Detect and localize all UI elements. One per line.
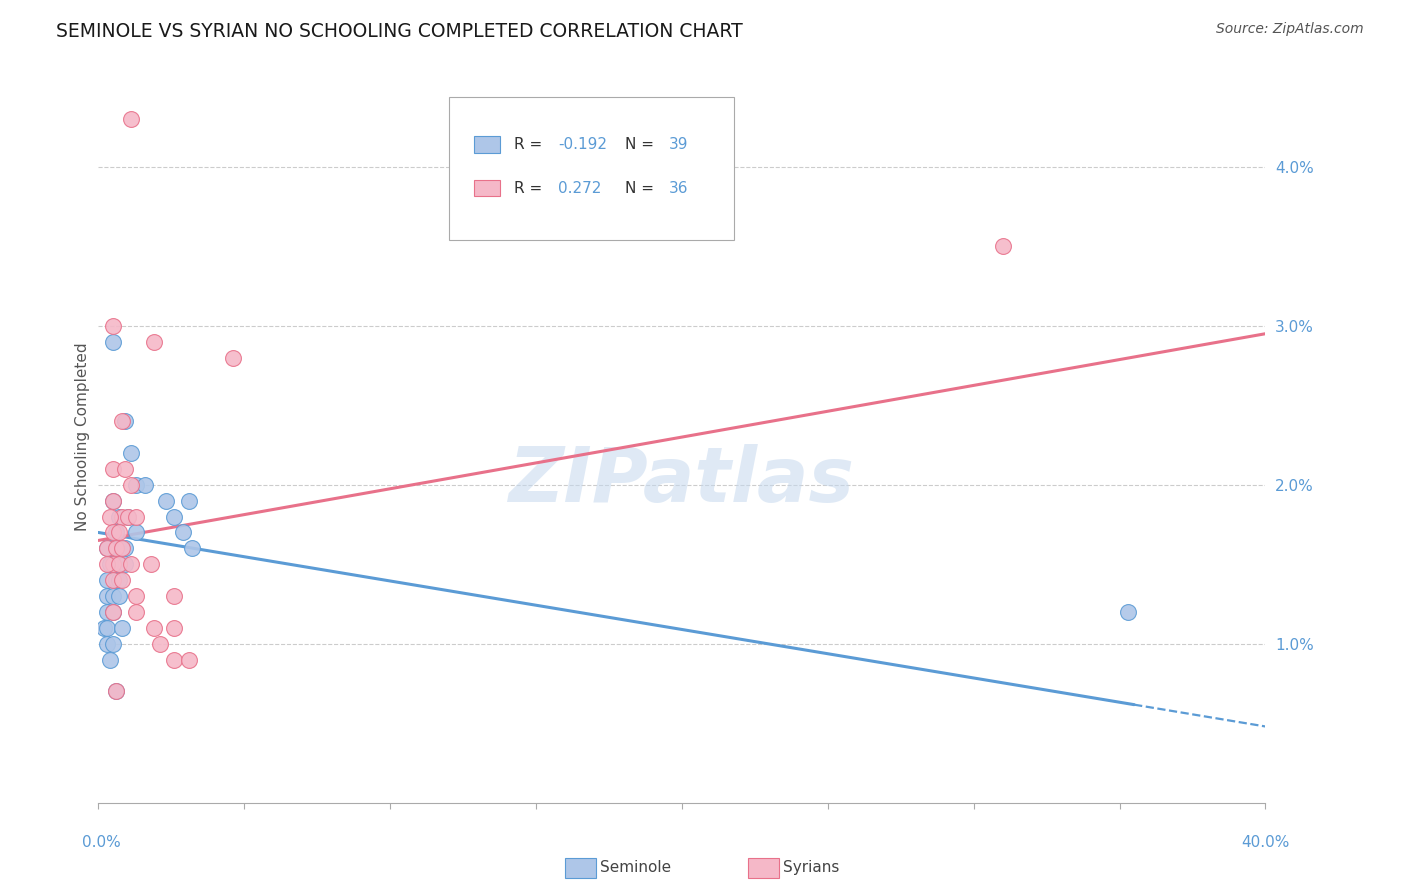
Point — [163, 621, 186, 635]
Point — [108, 525, 131, 540]
Point — [98, 653, 121, 667]
Point — [101, 493, 124, 508]
Text: SEMINOLE VS SYRIAN NO SCHOOLING COMPLETED CORRELATION CHART: SEMINOLE VS SYRIAN NO SCHOOLING COMPLETE… — [56, 22, 742, 41]
Point — [111, 621, 134, 635]
Point — [149, 637, 172, 651]
Point — [96, 558, 118, 572]
Text: ZIPatlas: ZIPatlas — [509, 444, 855, 518]
Point — [104, 684, 127, 698]
Text: N =: N = — [624, 137, 658, 152]
Text: 39: 39 — [669, 137, 689, 152]
Bar — [474, 136, 501, 153]
Point — [111, 541, 134, 556]
Point — [125, 605, 148, 619]
Text: R =: R = — [513, 137, 547, 152]
Point — [1116, 605, 1139, 619]
Text: 0.0%: 0.0% — [82, 836, 121, 850]
Point — [104, 525, 127, 540]
Point — [108, 558, 131, 572]
Point — [96, 541, 118, 556]
Point — [177, 653, 200, 667]
Point — [120, 112, 142, 126]
Point — [163, 589, 186, 603]
Point — [114, 414, 136, 428]
Point — [120, 477, 142, 491]
Point — [96, 589, 118, 603]
Point — [101, 637, 124, 651]
Point — [125, 589, 148, 603]
Point — [117, 509, 139, 524]
Point — [991, 239, 1014, 253]
Point — [180, 541, 202, 556]
Point — [163, 653, 186, 667]
Point — [117, 509, 139, 524]
Point — [125, 525, 148, 540]
Point — [101, 462, 124, 476]
Point — [104, 573, 127, 587]
Point — [98, 541, 121, 556]
Point — [101, 558, 124, 572]
Point — [101, 558, 124, 572]
Point — [98, 509, 121, 524]
Text: R =: R = — [513, 181, 547, 196]
Point — [111, 414, 134, 428]
Point — [101, 589, 124, 603]
Point — [111, 573, 134, 587]
Text: 40.0%: 40.0% — [1241, 836, 1289, 850]
Text: -0.192: -0.192 — [558, 137, 607, 152]
Point — [101, 493, 124, 508]
Y-axis label: No Schooling Completed: No Schooling Completed — [75, 343, 90, 532]
FancyBboxPatch shape — [449, 97, 734, 240]
Point — [101, 525, 124, 540]
Point — [108, 589, 131, 603]
Point — [139, 558, 162, 572]
Point — [120, 446, 142, 460]
Point — [114, 462, 136, 476]
Point — [104, 541, 127, 556]
Point — [96, 573, 118, 587]
Text: Syrians: Syrians — [783, 860, 839, 874]
Point — [101, 605, 124, 619]
Point — [177, 493, 200, 508]
Point — [93, 621, 115, 635]
Point — [96, 637, 118, 651]
Text: Source: ZipAtlas.com: Source: ZipAtlas.com — [1216, 22, 1364, 37]
Text: Seminole: Seminole — [600, 860, 672, 874]
Point — [134, 477, 156, 491]
Point — [101, 573, 124, 587]
Point — [155, 493, 177, 508]
Point — [108, 573, 131, 587]
Point — [114, 558, 136, 572]
Point — [101, 318, 124, 333]
Point — [101, 334, 124, 349]
Point — [125, 509, 148, 524]
Point — [96, 605, 118, 619]
Point — [114, 541, 136, 556]
Text: 0.272: 0.272 — [558, 181, 602, 196]
Point — [101, 605, 124, 619]
Text: 36: 36 — [669, 181, 689, 196]
Point — [120, 558, 142, 572]
Point — [125, 477, 148, 491]
Point — [111, 509, 134, 524]
Point — [142, 334, 165, 349]
Point — [98, 558, 121, 572]
Point — [163, 509, 186, 524]
Point — [96, 541, 118, 556]
Text: N =: N = — [624, 181, 658, 196]
Point — [108, 509, 131, 524]
Bar — [474, 180, 501, 196]
Point — [108, 558, 131, 572]
Point — [142, 621, 165, 635]
Point — [108, 541, 131, 556]
Point — [172, 525, 194, 540]
Point — [104, 684, 127, 698]
Point — [221, 351, 243, 365]
Point — [96, 621, 118, 635]
